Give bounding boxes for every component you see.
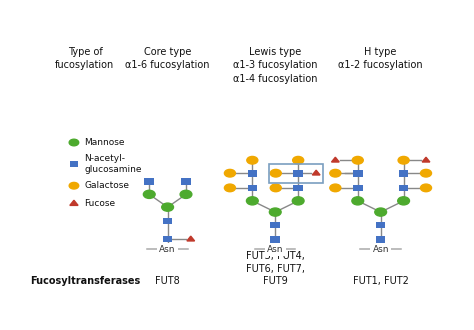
FancyBboxPatch shape	[399, 170, 409, 177]
Polygon shape	[312, 170, 320, 175]
Circle shape	[224, 169, 236, 177]
Circle shape	[420, 169, 431, 177]
FancyBboxPatch shape	[271, 236, 280, 243]
Circle shape	[352, 156, 363, 164]
Text: H type
α1-2 fucosylation: H type α1-2 fucosylation	[338, 47, 423, 70]
Polygon shape	[422, 157, 430, 162]
Circle shape	[69, 182, 79, 189]
Text: Mannose: Mannose	[84, 138, 125, 147]
Circle shape	[292, 197, 304, 205]
Text: Galactose: Galactose	[84, 181, 129, 190]
Circle shape	[330, 184, 341, 192]
FancyBboxPatch shape	[145, 178, 154, 185]
Circle shape	[398, 156, 409, 164]
Circle shape	[330, 169, 341, 177]
Text: Asn: Asn	[373, 245, 389, 254]
FancyBboxPatch shape	[293, 184, 303, 191]
FancyBboxPatch shape	[247, 170, 257, 177]
Circle shape	[143, 190, 155, 198]
FancyBboxPatch shape	[399, 184, 409, 191]
Text: Asn: Asn	[159, 245, 176, 254]
Circle shape	[270, 169, 281, 177]
Circle shape	[420, 184, 431, 192]
Text: Type of
fucosylation: Type of fucosylation	[55, 47, 115, 70]
Circle shape	[180, 190, 192, 198]
FancyBboxPatch shape	[163, 217, 173, 224]
Circle shape	[269, 208, 281, 216]
FancyBboxPatch shape	[353, 184, 363, 191]
Circle shape	[247, 156, 258, 164]
Text: Core type
α1-6 fucosylation: Core type α1-6 fucosylation	[125, 47, 210, 70]
Circle shape	[375, 208, 387, 216]
FancyBboxPatch shape	[181, 178, 191, 185]
Text: FUT8: FUT8	[155, 276, 180, 286]
FancyBboxPatch shape	[70, 161, 78, 167]
Text: Lewis type
α1-3 fucosylation
α1-4 fucosylation: Lewis type α1-3 fucosylation α1-4 fucosy…	[233, 47, 318, 83]
Polygon shape	[331, 157, 339, 162]
Circle shape	[162, 203, 173, 211]
Circle shape	[398, 197, 410, 205]
Circle shape	[246, 197, 258, 205]
Text: FUT1, FUT2: FUT1, FUT2	[353, 276, 409, 286]
FancyBboxPatch shape	[376, 222, 385, 228]
FancyBboxPatch shape	[353, 170, 363, 177]
FancyBboxPatch shape	[247, 184, 257, 191]
Circle shape	[292, 156, 304, 164]
Circle shape	[69, 139, 79, 146]
Text: Asn: Asn	[267, 245, 283, 254]
Polygon shape	[187, 236, 195, 241]
Circle shape	[352, 197, 364, 205]
Text: Fucose: Fucose	[84, 199, 115, 208]
FancyBboxPatch shape	[163, 236, 173, 243]
FancyBboxPatch shape	[376, 236, 385, 243]
Circle shape	[270, 184, 281, 192]
Circle shape	[224, 184, 236, 192]
FancyBboxPatch shape	[271, 222, 280, 228]
Text: FUT3, FUT4,
FUT6, FUT7,
FUT9: FUT3, FUT4, FUT6, FUT7, FUT9	[246, 251, 305, 286]
Text: N-acetyl-
glucosamine: N-acetyl- glucosamine	[84, 154, 142, 174]
FancyBboxPatch shape	[293, 170, 303, 177]
Text: Fucosyltransferases: Fucosyltransferases	[30, 276, 140, 286]
Polygon shape	[70, 200, 78, 205]
